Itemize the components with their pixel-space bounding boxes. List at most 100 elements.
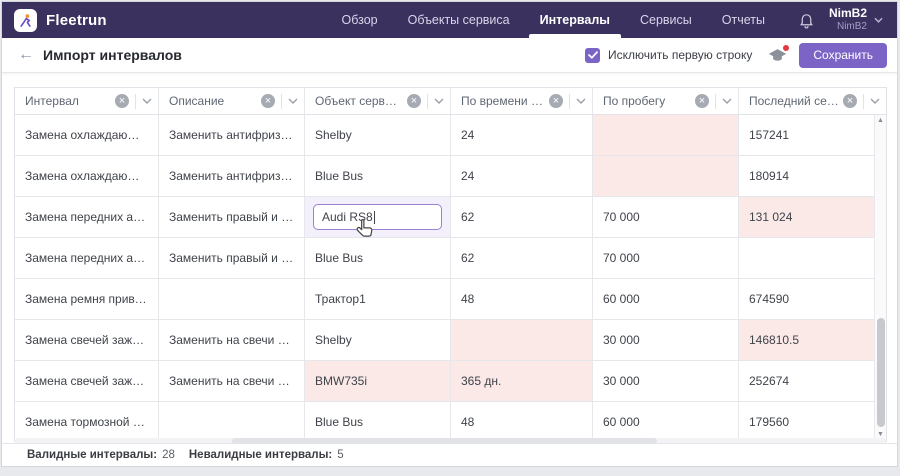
column-menu-button[interactable]	[722, 98, 732, 104]
table-cell[interactable]: 48	[451, 279, 593, 319]
valid-intervals-label: Валидные интервалы:	[27, 449, 158, 461]
table-cell[interactable]: 180914	[739, 156, 874, 196]
nav-item-2[interactable]: Интервалы	[525, 2, 625, 38]
exclude-first-row-checkbox[interactable]	[585, 47, 601, 63]
vertical-scrollbar-thumb[interactable]	[877, 318, 885, 427]
scroll-down-arrow[interactable]: ▼	[877, 431, 884, 438]
back-button[interactable]: ←	[18, 46, 34, 63]
grid-header-cell-5: Последний сервис (п… ×	[739, 88, 886, 114]
table-cell[interactable]: 70 000	[593, 197, 739, 237]
nav-item-1[interactable]: Объекты сервиса	[407, 13, 510, 27]
cell-value: 365 дн.	[461, 374, 502, 388]
table-cell[interactable]: 30 000	[593, 361, 739, 401]
filter-clear-icon[interactable]: ×	[115, 94, 129, 108]
table-cell[interactable]: 24	[451, 115, 593, 155]
table-row: Замена передних амортизат… Заменить правы…	[15, 238, 874, 279]
column-menu-button[interactable]	[288, 98, 298, 104]
table-cell[interactable]: Shelby	[305, 320, 451, 360]
cell-value: Заменить антифриз, осмотр…	[169, 128, 294, 142]
table-cell[interactable]: 62	[451, 197, 593, 237]
status-bar: Валидные интервалы: 28 Невалидные интерв…	[2, 443, 897, 466]
table-cell[interactable]: 30 000	[593, 320, 739, 360]
cell-value: 157241	[749, 128, 790, 142]
column-menu-button[interactable]	[576, 98, 586, 104]
table-cell[interactable]	[593, 156, 739, 196]
cell-value: 48	[461, 292, 475, 306]
table-cell[interactable]: Заменить правый и левый п…	[159, 238, 305, 278]
table-cell[interactable]	[593, 115, 739, 155]
table-cell[interactable]: 62	[451, 238, 593, 278]
table-cell[interactable]: 60 000	[593, 279, 739, 319]
table-cell[interactable]: Blue Bus	[305, 156, 451, 196]
filter-clear-icon[interactable]: ×	[549, 94, 563, 108]
table-cell[interactable]	[159, 402, 305, 441]
table-cell[interactable]: 365 дн.	[451, 361, 593, 401]
table-cell[interactable]	[451, 320, 593, 360]
horizontal-scrollbar-thumb[interactable]	[232, 438, 657, 444]
column-menu-button[interactable]	[142, 98, 152, 104]
grid-header-cell-1: Описание ×	[159, 88, 305, 114]
exclude-first-row-label[interactable]: Исключить первую строку	[608, 48, 753, 62]
column-menu-button[interactable]	[434, 98, 444, 104]
table-cell[interactable]: Заменить антифриз, осморт…	[159, 156, 305, 196]
table-cell[interactable]: Замена ремня привода вспо…	[15, 279, 159, 319]
nav-item-0[interactable]: Обзор	[341, 13, 378, 27]
help-tour-button[interactable]	[768, 44, 790, 63]
scroll-up-arrow[interactable]: ▲	[877, 117, 884, 124]
table-cell[interactable]: 131 024	[739, 197, 874, 237]
table-cell[interactable]: Blue Bus	[305, 402, 451, 441]
app-frame: Fleetrun Обзор Объекты сервиса Интервалы Се…	[1, 1, 898, 467]
table-cell[interactable]: 252674	[739, 361, 874, 401]
brand-name: Fleetrun	[46, 11, 107, 29]
table-cell[interactable]: Заменить антифриз, осмотр…	[159, 115, 305, 155]
table-cell[interactable]: Замена передних амортизат…	[15, 238, 159, 278]
table-cell[interactable]: 674590	[739, 279, 874, 319]
table-cell[interactable]: BMW735i	[305, 361, 451, 401]
cell-value: Замена передних амортизат…	[25, 251, 148, 265]
table-cell-editing[interactable]: Audi RS8	[305, 197, 451, 237]
table-cell[interactable]: Замена охлаждающей жидк…	[15, 115, 159, 155]
table-cell[interactable]: 157241	[739, 115, 874, 155]
user-menu[interactable]: NimB2 NimB2	[829, 7, 883, 32]
save-button[interactable]: Сохранить	[799, 42, 887, 68]
table-cell[interactable]: 146810.5	[739, 320, 874, 360]
table-cell[interactable]: 60 000	[593, 402, 739, 441]
table-cell[interactable]: Трактор1	[305, 279, 451, 319]
cell-editor-input[interactable]: Audi RS8	[313, 204, 442, 230]
table-cell[interactable]: 24	[451, 156, 593, 196]
table-row: Замена ремня привода вспо… Трактор1 48 60 0…	[15, 279, 874, 320]
filter-clear-icon[interactable]: ×	[695, 94, 709, 108]
table-cell[interactable]	[739, 238, 874, 278]
table-cell[interactable]: Замена свечей зажигания	[15, 361, 159, 401]
table-cell[interactable]: Замена передних амортизат…	[15, 197, 159, 237]
column-menu-button[interactable]	[870, 98, 880, 104]
table-cell[interactable]: 179560	[739, 402, 874, 441]
vertical-scrollbar[interactable]: ▲ ▼	[874, 115, 886, 441]
table-cell[interactable]: Замена тормозной жидкости	[15, 402, 159, 441]
table-cell[interactable]: Заменить на свечи с платин…	[159, 320, 305, 360]
horizontal-scrollbar[interactable]	[15, 438, 886, 444]
filter-clear-icon[interactable]: ×	[843, 94, 857, 108]
table-cell[interactable]: Заменить на свечи с платин…	[159, 361, 305, 401]
cell-value: Замена тормозной жидкости	[25, 415, 148, 429]
table-cell[interactable]: Замена охлаждающей жидк…	[15, 156, 159, 196]
cell-value: 179560	[749, 415, 790, 429]
table-row: Замена охлаждающей жидк… Заменить антифри…	[15, 115, 874, 156]
table-cell[interactable]: 70 000	[593, 238, 739, 278]
table-cell[interactable]: Заменить правый и левый п…	[159, 197, 305, 237]
filter-clear-icon[interactable]: ×	[261, 94, 275, 108]
notifications-button[interactable]	[798, 11, 815, 30]
table-cell[interactable]: Shelby	[305, 115, 451, 155]
table-cell[interactable]	[159, 279, 305, 319]
cell-value: Shelby	[315, 333, 352, 347]
table-cell[interactable]: Blue Bus	[305, 238, 451, 278]
nav-item-3[interactable]: Сервисы	[639, 13, 692, 27]
filter-clear-icon[interactable]: ×	[407, 94, 421, 108]
table-row: Замена свечей зажигания Заменить на свечи…	[15, 320, 874, 361]
page-title: Импорт интервалов	[43, 47, 182, 63]
cell-value: Замена передних амортизат…	[25, 210, 148, 224]
cell-value: BMW735i	[315, 374, 368, 388]
table-cell[interactable]: 48	[451, 402, 593, 441]
nav-item-4[interactable]: Отчеты	[721, 13, 765, 27]
table-cell[interactable]: Замена свечей зажигания	[15, 320, 159, 360]
